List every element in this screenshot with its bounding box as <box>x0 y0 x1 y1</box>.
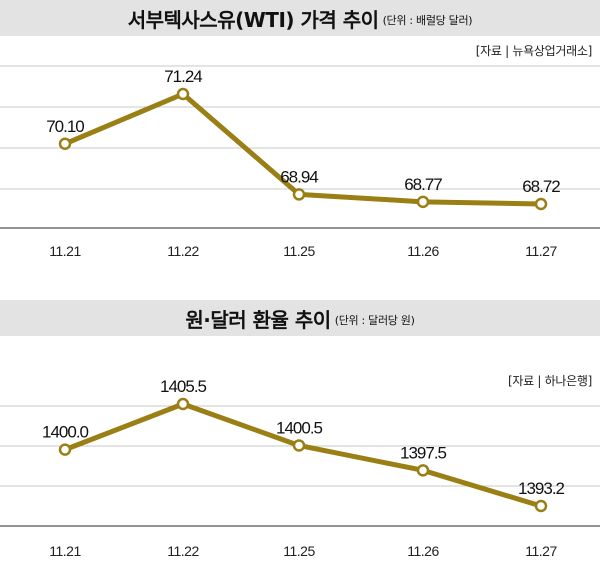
krw-data-point <box>176 397 190 411</box>
krw-chart-panel: 원·달러 환율 추이 (단위 : 달러당 원) [자료 | 하나은행] 1400… <box>0 300 600 572</box>
wti-data-point <box>176 87 190 101</box>
krw-chart-title: 원·달러 환율 추이 <box>185 307 331 332</box>
krw-title-bar <box>0 300 600 336</box>
wti-unit-note: (단위 : 배럴당 달러) <box>382 14 473 27</box>
krw-data-label: 1400.5 <box>276 418 323 437</box>
krw-data-point <box>58 443 72 456</box>
krw-data-label: 1405.5 <box>160 377 207 396</box>
krw-x-tick-label: 11.25 <box>283 543 315 559</box>
wti-data-point <box>58 137 72 151</box>
krw-data-point <box>292 439 306 452</box>
krw-data-label: 1400.0 <box>42 423 89 442</box>
krw-line-chart: 1400.0 11.21 1405.5 11.22 1400.5 11.25 1397.5 1… <box>0 377 600 559</box>
wti-data-point <box>534 197 548 211</box>
krw-x-tick-label: 11.22 <box>167 543 199 559</box>
krw-data-label: 1393.2 <box>518 479 565 498</box>
wti-data-label: 68.94 <box>280 167 318 186</box>
wti-data-point <box>292 188 306 201</box>
wti-chart-panel: 서부텍사스유(WTI) 가격 추이 (단위 : 배럴당 달러) [자료 | 뉴욕… <box>0 0 600 259</box>
wti-x-tick-label: 11.27 <box>525 243 557 259</box>
wti-chart-title: 서부텍사스유(WTI) 가격 추이 <box>127 7 379 32</box>
krw-source-note: [자료 | 하나은행] <box>508 374 592 388</box>
krw-data-point <box>416 464 430 477</box>
wti-line-chart: 70.10 11.21 71.24 11.22 68.94 11.25 68.77 11.26… <box>0 65 600 259</box>
wti-data-label: 68.72 <box>522 177 560 196</box>
wti-x-tick-label: 11.26 <box>407 243 439 259</box>
wti-title-wrap: 서부텍사스유(WTI) 가격 추이 (단위 : 배럴당 달러) <box>0 0 600 36</box>
wti-data-label: 71.24 <box>164 67 202 86</box>
wti-x-tick-label: 11.22 <box>167 243 199 259</box>
wti-title-bar <box>0 0 600 36</box>
krw-data-point <box>534 499 548 513</box>
krw-x-tick-label: 11.27 <box>525 543 557 559</box>
wti-data-label: 68.77 <box>404 175 442 194</box>
krw-x-tick-label: 11.21 <box>49 543 81 559</box>
wti-data-label: 70.10 <box>46 117 84 136</box>
wti-source-note: [자료 | 뉴욕상업거래소] <box>475 44 593 58</box>
wti-x-tick-label: 11.25 <box>283 243 315 259</box>
wti-series-line <box>62 91 544 207</box>
wti-x-tick-label: 11.21 <box>49 243 81 259</box>
wti-data-point <box>416 195 430 209</box>
krw-title-wrap: 원·달러 환율 추이 (단위 : 달러당 원) <box>0 300 600 336</box>
krw-unit-note: (단위 : 달러당 원) <box>334 314 415 327</box>
krw-data-label: 1397.5 <box>400 443 447 462</box>
krw-x-tick-label: 11.26 <box>407 543 439 559</box>
